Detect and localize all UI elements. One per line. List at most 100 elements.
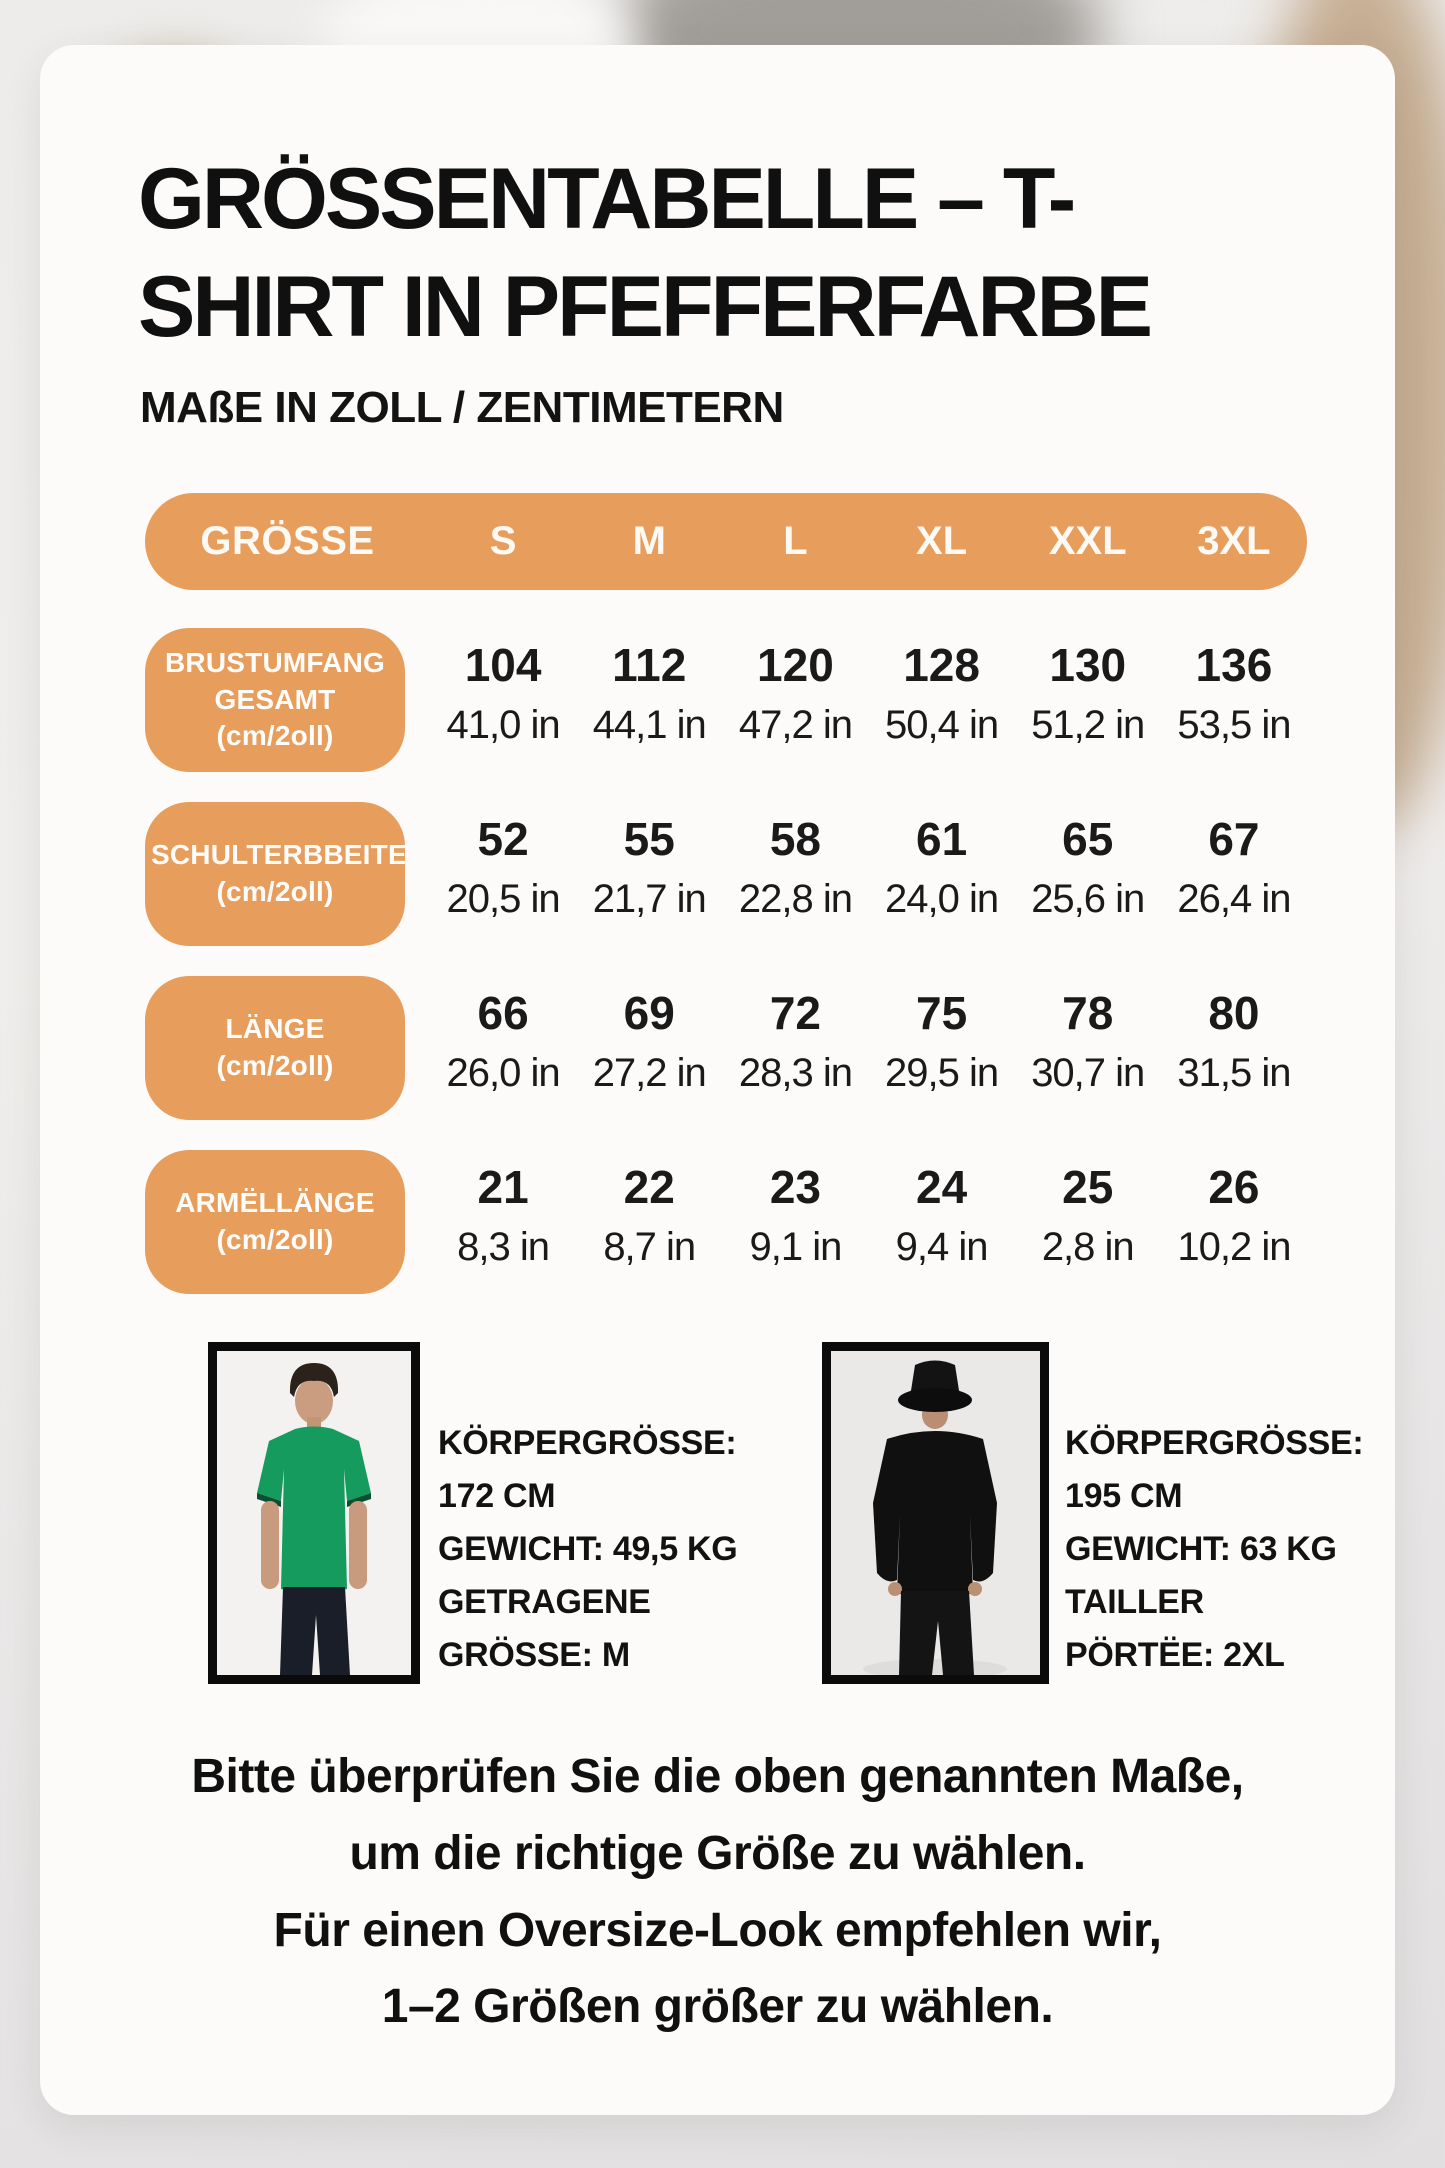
model-caption: KÖRPERGRÖSSE: 195 CM GEWICHT: 63 KG TAIL… [1065,1417,1415,1682]
header-size-label: GRÖSSE [200,519,375,563]
inch-value: 28,3 in [738,1051,853,1095]
footer-note-line: 1–2 Größen größer zu wählen. [381,1980,1054,2034]
model-caption-line: PÖRTËE: 2XL [1065,1636,1285,1675]
cm-value: 26 [1208,1161,1260,1213]
table-cell: 65 25,6 in [1015,802,1161,946]
inch-value: 8,3 in [457,1225,550,1269]
row-unit-label: (cm/2oll) [216,720,334,752]
model-photo-green-tshirt [208,1342,420,1684]
table-cell: 67 26,4 in [1161,802,1307,946]
footer-note-line: Für einen Oversize-Look empfehlen wir, [273,1903,1162,1957]
cm-value: 61 [915,813,968,865]
page-title-line: GRÖSSENTABELLE – T- [138,151,1076,247]
inch-value: 47,2 in [738,703,853,747]
inch-value: 31,5 in [1177,1051,1291,1095]
cm-value: 112 [612,639,687,691]
footer-note: Bitte überprüfen Sie die oben genannten … [100,1739,1335,2046]
page-subtitle: MAßE IN ZOLL / ZENTIMETERN [140,383,784,432]
inch-value: 41,0 in [446,703,561,747]
cm-value: 65 [1062,813,1114,865]
table-cell: 55 21,7 in [576,802,722,946]
row-label-line: GESAMT [214,683,336,715]
page-title-line: SHIRT IN PFEFFERFARBE [138,259,1153,355]
footer-note-line: Bitte überprüfen Sie die oben genannten … [191,1750,1244,1803]
inch-value: 20,5 in [446,877,561,921]
inch-value: 24,0 in [885,877,999,921]
inch-value: 51,2 in [1031,703,1145,747]
table-cell: 120 47,2 in [722,628,868,772]
table-cell: 22 8,7 in [576,1150,722,1294]
model-caption-line: KÖRPERGRÖSSE: [438,1424,737,1462]
cm-value: 58 [769,813,821,865]
table-cell: 26 10,2 in [1161,1150,1307,1294]
cm-value: 104 [464,639,542,691]
table-cell: 61 24,0 in [869,802,1015,946]
table-cell: 66 26,0 in [430,976,576,1120]
cm-value: 128 [903,639,980,691]
model-photo-black-outfit [822,1342,1049,1684]
cm-value: 136 [1195,639,1273,691]
table-cell: 128 50,4 in [869,628,1015,772]
cm-value: 52 [477,813,529,865]
inch-value: 10,2 in [1177,1225,1291,1269]
cm-value: 21 [477,1161,529,1213]
inch-value: 21,7 in [592,877,707,921]
row-unit-label: (cm/2oll) [216,876,334,907]
inch-value: 53,5 in [1177,703,1291,747]
inch-value: 29,5 in [885,1051,999,1095]
inch-value: 22,8 in [738,877,853,921]
inch-value: 50,4 in [885,703,999,747]
table-cell: 58 22,8 in [722,802,868,946]
inch-value: 8,7 in [603,1225,696,1269]
row-unit-label: (cm/2oll) [216,1224,334,1255]
table-cell: 78 30,7 in [1015,976,1161,1120]
table-row-shoulder: SCHULTERBBEITE (cm/2oll) 52 20,5 in 55 21,… [145,802,1307,946]
inch-value: 44,1 in [592,703,707,747]
cm-value: 75 [915,987,968,1039]
row-label-line: ARMËLLÄNGE [175,1187,375,1219]
footer-note-line: um die richtige Größe zu wählen. [349,1826,1086,1880]
row-label-pill: SCHULTERBBEITE (cm/2oll) [145,802,407,946]
table-cell: 72 28,3 in [722,976,868,1120]
inch-value: 26,4 in [1177,877,1291,921]
inch-value: 9,4 in [895,1225,989,1269]
row-label-line: SCHULTERBBEITE [151,839,407,871]
table-row-chest: BRUSTUMFANG GESAMT (cm/2oll) 104 41,0 in … [145,628,1307,772]
cm-value: 120 [757,639,834,691]
model-caption-line: GEWICHT: 49,5 KG [438,1530,738,1569]
inch-value: 9,1 in [749,1225,842,1269]
cm-value: 66 [477,987,529,1039]
inch-value: 26,0 in [446,1051,561,1095]
cm-value: 72 [769,987,821,1039]
model-caption-line: KÖRPERGRÖSSE: [1065,1424,1364,1462]
inch-value: 27,2 in [592,1051,707,1095]
inch-value: 30,7 in [1031,1051,1145,1095]
cm-value: 23 [769,1161,821,1213]
table-cell: 52 20,5 in [430,802,576,946]
table-cell: 23 9,1 in [722,1150,868,1294]
inch-value: 2,8 in [1041,1225,1135,1269]
table-cell: 21 8,3 in [430,1150,576,1294]
cm-value: 80 [1208,987,1260,1039]
cm-value: 130 [1049,639,1127,691]
row-label-line: LÄNGE [225,1013,325,1045]
row-unit-label: (cm/2oll) [216,1050,334,1081]
header-size-m: M [632,519,666,563]
model-caption-line: GRÖSSE: M [438,1636,630,1675]
cm-value: 55 [623,813,675,865]
table-cell: 80 31,5 in [1161,976,1307,1120]
cm-value: 25 [1062,1161,1114,1213]
table-cell: 112 44,1 in [576,628,722,772]
table-header-row: GRÖSSE S M L XL XXL 3XL [145,493,1307,590]
table-cell: 75 29,5 in [869,976,1015,1120]
table-cell: 25 2,8 in [1015,1150,1161,1294]
cm-value: 22 [623,1161,675,1213]
model-caption-line: TAILLER [1065,1583,1204,1622]
header-size-3xl: 3XL [1197,519,1271,563]
size-chart-card: GRÖSSENTABELLE – T- SHIRT IN PFEFFERFARB… [40,45,1395,2115]
model-caption: KÖRPERGRÖSSE: 172 CM GEWICHT: 49,5 KG GE… [438,1417,788,1682]
row-label-pill: LÄNGE (cm/2oll) [145,976,405,1120]
row-label-pill: ARMËLLÄNGE (cm/2oll) [145,1150,405,1294]
model-caption-line: 195 CM [1065,1477,1183,1516]
model-caption-line: GETRAGENE [438,1583,651,1622]
